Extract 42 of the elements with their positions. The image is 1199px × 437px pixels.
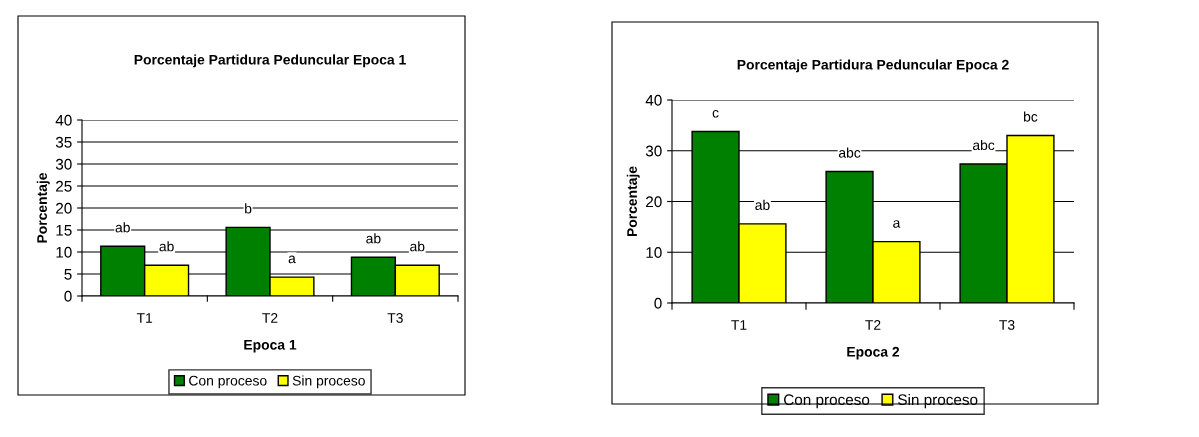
y-tick-label: 10 bbox=[646, 247, 662, 258]
y-axis-title: Porcentaje bbox=[626, 166, 640, 237]
annotation: bc bbox=[1024, 111, 1038, 122]
annotation: ab bbox=[410, 241, 425, 252]
y-tick-label: 10 bbox=[56, 246, 72, 258]
y-tick-label: 25 bbox=[56, 180, 72, 192]
x-tick-label: T2 bbox=[262, 313, 278, 323]
x-tick-label: T2 bbox=[865, 320, 881, 330]
annotation: ab bbox=[755, 199, 770, 210]
legend-label: Sin proceso bbox=[898, 393, 978, 409]
annotation: ab bbox=[115, 222, 130, 233]
y-tick-label: 40 bbox=[55, 114, 72, 126]
y-tick-label: 0 bbox=[64, 290, 72, 302]
y-tick-label: 30 bbox=[55, 158, 72, 170]
y-tick-label: 40 bbox=[645, 94, 662, 106]
y-tick-label: 35 bbox=[55, 136, 72, 148]
x-axis-title: Epoca 2 bbox=[847, 346, 900, 360]
legend-label: Con proceso bbox=[784, 394, 870, 409]
y-axis-title: Porcentaje bbox=[36, 172, 50, 243]
annotation: a bbox=[288, 255, 296, 264]
y-tick-label: 20 bbox=[56, 202, 72, 214]
x-tick-label: T1 bbox=[731, 320, 747, 330]
y-tick-label: 20 bbox=[646, 196, 662, 208]
annotation: ab bbox=[159, 241, 174, 252]
annotation: ab bbox=[366, 233, 381, 244]
y-tick-label: 5 bbox=[64, 269, 72, 280]
annotation: b bbox=[245, 203, 252, 214]
x-tick-label: T1 bbox=[136, 313, 153, 323]
annotation: abc bbox=[838, 147, 861, 158]
annotation: a bbox=[893, 220, 901, 228]
annotation: abc bbox=[972, 139, 995, 151]
legend-label: Con proceso bbox=[189, 375, 267, 389]
y-tick-label: 15 bbox=[56, 225, 72, 236]
y-tick-label: 0 bbox=[654, 297, 662, 309]
annotation: c bbox=[712, 110, 719, 118]
legend-label: Sin proceso bbox=[292, 375, 365, 389]
y-tick-label: 30 bbox=[645, 145, 662, 157]
chart-title: Porcentaje Partidura Peduncular Epoca 2 bbox=[737, 59, 1009, 73]
x-axis-title: Epoca 1 bbox=[244, 340, 297, 353]
chart-title: Porcentaje Partidura Peduncular Epoca 1 bbox=[134, 54, 406, 68]
x-tick-label: T3 bbox=[999, 320, 1015, 330]
x-tick-label: T3 bbox=[387, 313, 403, 323]
